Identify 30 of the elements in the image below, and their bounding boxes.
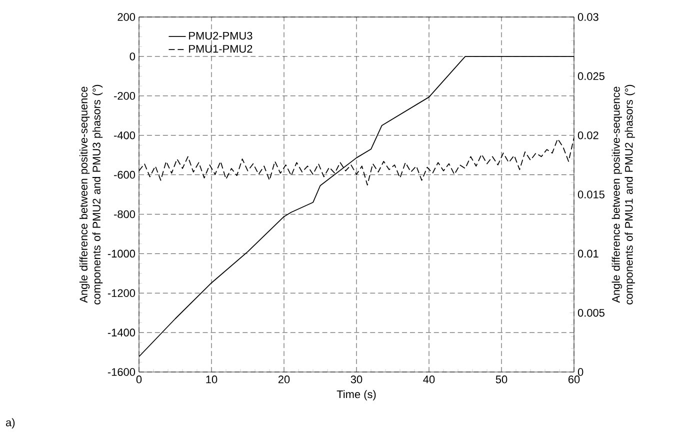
y2-tick-label: 0.025: [578, 72, 604, 80]
y2-tick-label: 0.01: [578, 250, 598, 258]
legend-label: PMU1-PMU2: [189, 44, 252, 53]
y-tick-label: 0: [130, 52, 136, 60]
x-tick-label: 10: [206, 376, 218, 384]
y-tick-label: -1400: [108, 328, 136, 336]
y2-tick-label: 0.03: [578, 13, 598, 21]
y-tick-label: -1200: [108, 289, 136, 297]
x-tick-label: 50: [496, 376, 508, 384]
y-tick-label: -1000: [108, 250, 136, 258]
y2-axis-title: Angle difference between positive-sequence components of PMU1 and PMU2 phasors (°): [612, 84, 635, 304]
y-tick-label: -1600: [108, 368, 136, 376]
y2-tick-label: 0: [578, 368, 584, 376]
y-tick-label: -800: [114, 210, 136, 218]
y2-tick-label: 0.005: [578, 308, 604, 317]
x-tick-label: 30: [350, 376, 362, 384]
y2-tick-label: 0.02: [578, 131, 598, 140]
y-tick-label: 200: [118, 13, 136, 21]
x-tick-label: 0: [136, 376, 142, 384]
y2-tick-label: 0.015: [578, 190, 604, 198]
x-tick-label: 40: [423, 376, 435, 384]
y-tick-label: -600: [114, 170, 136, 179]
text: a): [6, 418, 15, 428]
y-tick-label: -400: [114, 131, 136, 140]
legend-label: PMU2-PMU3: [189, 32, 252, 40]
x-axis-title: Time (s): [336, 390, 376, 400]
x-tick-label: 60: [568, 376, 580, 384]
y-axis-title: Angle difference between positive-sequence components of PMU2 and PMU3 phasors (°): [79, 84, 103, 304]
y-tick-label: -200: [114, 92, 136, 100]
x-tick-label: 20: [278, 376, 290, 384]
